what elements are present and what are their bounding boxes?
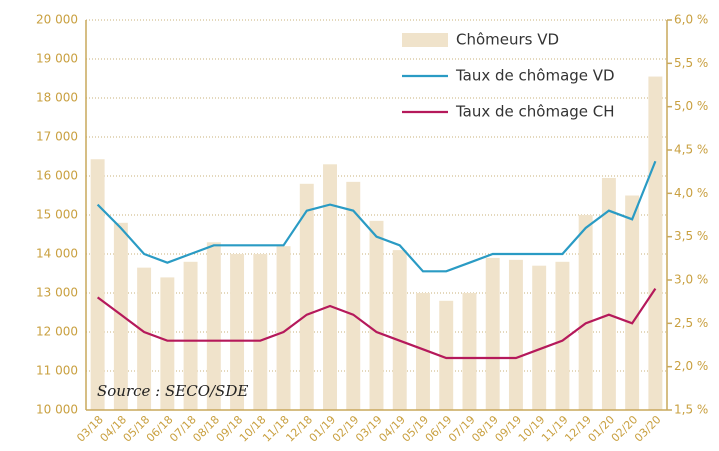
bar xyxy=(323,164,337,410)
bar xyxy=(508,259,523,410)
bar xyxy=(137,267,152,410)
bar xyxy=(346,181,361,410)
bar xyxy=(253,254,268,410)
y2-tick-label: 2,5 % xyxy=(674,316,708,330)
bar xyxy=(485,257,500,410)
y-tick-label: 15 000 xyxy=(36,208,78,222)
source-note: Source : SECO/SDE xyxy=(97,382,248,400)
bar xyxy=(392,250,407,410)
y-tick-label: 13 000 xyxy=(36,286,78,300)
bar xyxy=(578,215,593,410)
bar xyxy=(206,242,221,410)
y-tick-label: 18 000 xyxy=(36,91,78,105)
bar xyxy=(160,277,175,410)
y-tick-label: 14 000 xyxy=(36,247,78,261)
bar xyxy=(230,254,245,410)
bar xyxy=(369,220,384,410)
y2-tick-label: 6,0 % xyxy=(674,13,708,27)
line xyxy=(96,288,657,360)
bar xyxy=(555,261,570,410)
y2-tick-label: 5,0 % xyxy=(674,99,708,113)
bar xyxy=(113,222,128,410)
y-tick-label: 17 000 xyxy=(36,130,78,144)
x-tick-label: 03/20 xyxy=(632,413,664,445)
bar xyxy=(439,300,454,410)
bar xyxy=(648,76,663,411)
bar xyxy=(532,265,547,410)
line xyxy=(96,160,657,273)
bar xyxy=(625,195,640,410)
y2-tick-label: 4,0 % xyxy=(674,186,708,200)
y-tick-label: 16 000 xyxy=(36,169,78,183)
y-tick-label: 12 000 xyxy=(36,325,78,339)
bar xyxy=(299,183,314,410)
legend-label: Chômeurs VD xyxy=(456,31,559,49)
y2-tick-label: 5,5 % xyxy=(674,56,708,70)
legend-label: Taux de chômage CH xyxy=(455,103,615,121)
y-tick-label: 11 000 xyxy=(36,364,78,378)
bar xyxy=(601,177,616,410)
y2-tick-label: 4,5 % xyxy=(674,143,708,157)
y-tick-label: 20 000 xyxy=(36,13,78,27)
legend-swatch xyxy=(402,33,448,47)
y2-tick-label: 2,0 % xyxy=(674,359,708,373)
y-tick-label: 10 000 xyxy=(36,403,78,417)
y2-tick-label: 3,5 % xyxy=(674,229,708,243)
bar xyxy=(183,261,198,410)
bar xyxy=(416,293,430,410)
y2-tick-label: 3,0 % xyxy=(674,273,708,287)
y2-tick-label: 1,5 % xyxy=(674,403,708,417)
plot xyxy=(86,19,667,411)
bar xyxy=(276,246,291,410)
y-tick-label: 19 000 xyxy=(36,52,78,66)
bar xyxy=(90,159,105,410)
legend-label: Taux de chômage VD xyxy=(455,67,615,85)
bar xyxy=(462,293,477,410)
